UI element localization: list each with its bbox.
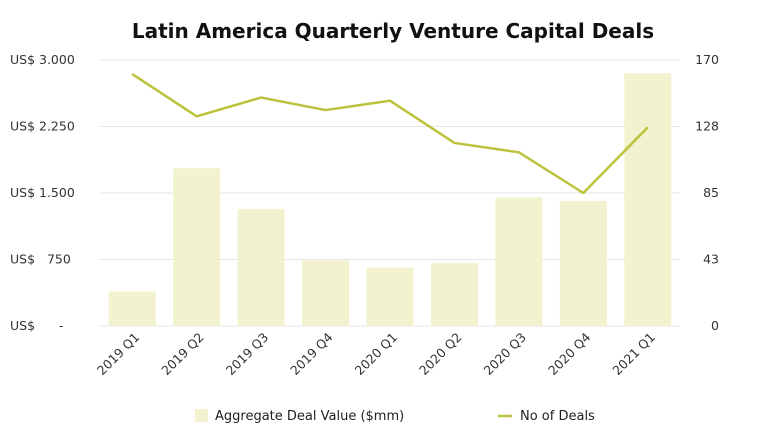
right-tick-label: 85 [703,185,719,200]
x-axis-ticks: 2019 Q1 2019 Q2 2019 Q3 2019 Q4 2020 Q1 2020 … [94,329,658,378]
legend-bar-label: Aggregate Deal Value ($mm) [215,409,404,424]
legend: Aggregate Deal Value ($mm) No of Deals [195,409,595,424]
x-tick-label: 2019 Q4 [287,329,336,378]
x-tick-label: 2020 Q4 [545,329,594,378]
bar [237,208,285,326]
left-tick-label: US$ 3.000 [10,52,75,67]
legend-line-label: No of Deals [520,409,595,424]
x-tick-label: 2021 Q1 [609,330,657,378]
right-axis-ticks: 0 43 85 128 170 [695,52,719,333]
x-tick-label: 2019 Q3 [223,330,271,378]
left-tick-label: US$ 2.250 [10,119,75,134]
bar [366,267,414,326]
left-axis-ticks: US$ - US$ 750 US$ 1.500 US$ 2.250 US$ 3.000 [10,52,75,333]
bar [624,73,672,326]
x-tick-label: 2020 Q3 [481,330,529,378]
left-tick-label: US$ 1.500 [10,185,75,200]
bar [108,291,156,326]
bar [495,197,543,326]
left-tick-label: US$ - [10,318,63,333]
bar-series [108,73,672,326]
left-tick-label: US$ 750 [10,252,71,267]
legend-bar-swatch [195,409,208,422]
right-tick-label: 170 [695,52,719,67]
x-tick-label: 2020 Q2 [416,330,464,378]
bar [302,260,350,326]
x-tick-label: 2019 Q2 [158,330,206,378]
x-tick-label: 2020 Q1 [352,330,400,378]
chart-title: Latin America Quarterly Venture Capital … [132,19,654,43]
line-series [131,73,649,195]
bar [173,168,221,326]
x-tick-label: 2019 Q1 [94,330,142,378]
bar [430,263,478,326]
deals-line [131,73,649,195]
right-tick-label: 0 [711,318,719,333]
right-tick-label: 43 [703,252,719,267]
right-tick-label: 128 [695,119,719,134]
bar [559,200,607,326]
